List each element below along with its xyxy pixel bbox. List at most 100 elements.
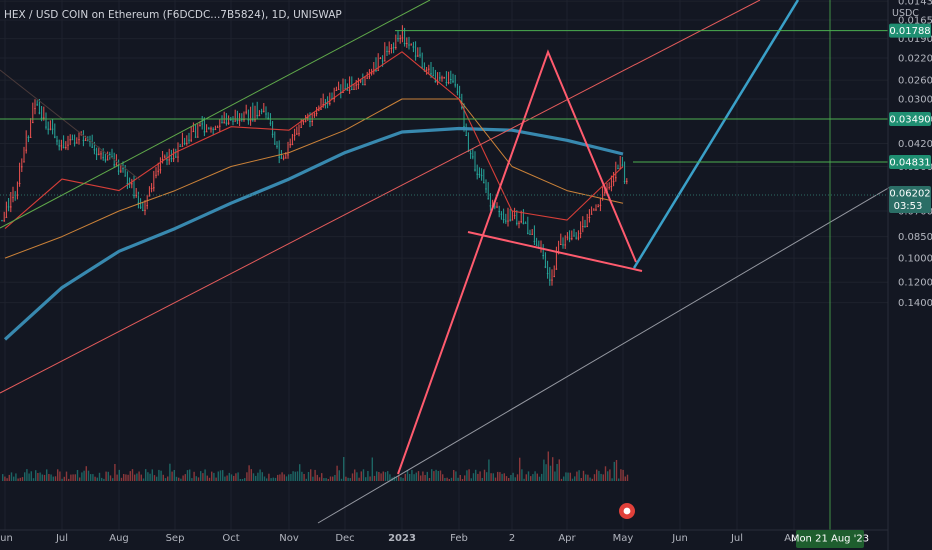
- volume-bar: [571, 478, 574, 481]
- volume-bar: [622, 469, 624, 481]
- candle-body: [560, 244, 562, 245]
- candle-body: [216, 126, 219, 128]
- x-tick-label: Oct: [222, 533, 239, 544]
- volume-bar: [400, 477, 402, 481]
- x-tick-label: Jul: [55, 533, 68, 544]
- candle-body: [93, 149, 96, 151]
- volume-bar: [59, 471, 61, 481]
- volume-bar: [470, 478, 472, 481]
- candle-body: [311, 121, 313, 122]
- candle-body: [529, 233, 531, 235]
- volume-bar: [164, 478, 167, 481]
- volume-bar: [378, 472, 380, 481]
- volume-bar: [325, 478, 327, 481]
- candle-body: [395, 47, 397, 48]
- candle-body: [604, 192, 606, 194]
- volume-bar: [290, 474, 292, 481]
- volume-bar: [173, 470, 175, 481]
- candle-body: [87, 139, 89, 141]
- candle-body: [111, 156, 113, 158]
- volume-bar: [406, 470, 409, 481]
- volume-bar: [358, 477, 360, 481]
- candle-body: [355, 84, 357, 86]
- volume-bar: [296, 471, 299, 481]
- level-tag-0: [889, 155, 931, 169]
- candle-body: [32, 122, 34, 124]
- candle-body: [586, 226, 588, 228]
- candle-body: [626, 180, 628, 182]
- volume-bar: [547, 451, 549, 481]
- volume-bar: [204, 469, 206, 481]
- volume-bar: [211, 471, 213, 481]
- candle-body: [421, 66, 423, 68]
- candle-body: [533, 240, 536, 242]
- candle-body: [223, 122, 225, 124]
- volume-bar: [369, 476, 371, 481]
- x-tick-label: May: [613, 533, 634, 544]
- volume-bar: [202, 473, 204, 481]
- candle-body: [507, 220, 509, 222]
- x-tick-label: 2023: [388, 533, 416, 544]
- volume-bar: [147, 472, 149, 481]
- volume-bar: [587, 474, 589, 481]
- volume-bar: [433, 471, 435, 481]
- candle-body: [137, 202, 140, 204]
- candle-body: [337, 88, 340, 90]
- candle-body: [472, 156, 474, 158]
- candle-body: [307, 117, 309, 119]
- volume-bar: [228, 472, 230, 481]
- volume-bar: [554, 471, 556, 481]
- volume-bar: [182, 475, 184, 481]
- volume-bar: [151, 469, 153, 481]
- candle-body: [443, 77, 445, 79]
- candle-body: [610, 186, 613, 188]
- candle-body: [183, 142, 186, 144]
- volume-bar: [83, 470, 85, 481]
- candle-body: [177, 156, 179, 158]
- candle-body: [265, 113, 267, 115]
- volume-bar: [525, 474, 527, 481]
- candle-body: [199, 125, 201, 127]
- volume-bar: [235, 473, 237, 481]
- candle-body: [102, 157, 104, 159]
- candle-body: [208, 128, 210, 130]
- volume-bar: [145, 469, 147, 481]
- candle-body: [71, 139, 74, 141]
- candle-body: [43, 117, 45, 119]
- candle-body: [502, 219, 505, 221]
- last-price-tag-countdown: 03:53: [894, 201, 923, 212]
- candle-body: [595, 209, 597, 211]
- x-tick-label: Jul: [730, 533, 743, 544]
- volume-bar: [602, 474, 604, 481]
- volume-bar: [450, 477, 453, 481]
- volume-bar: [189, 469, 191, 481]
- trendline-faint: [0, 69, 141, 181]
- x-axis-labels: Jun Jul Aug Sep Oct Nov Dec 2023 Feb 2 Apr May Jun Ju…: [0, 533, 804, 544]
- candle-body: [29, 136, 32, 138]
- volume-bar: [576, 471, 578, 481]
- candle-body: [562, 244, 564, 246]
- volume-bar: [252, 473, 255, 481]
- candle-body: [469, 153, 472, 155]
- candle-body: [122, 168, 124, 170]
- candle-body: [617, 168, 619, 170]
- volume-bar: [279, 474, 281, 481]
- volume-bar: [354, 469, 356, 481]
- candle-body: [243, 119, 245, 121]
- volume-bar: [618, 478, 620, 481]
- volume-bar: [193, 471, 195, 481]
- candle-body: [480, 175, 483, 177]
- volume-bar: [508, 478, 510, 481]
- volume-bar: [336, 465, 338, 481]
- candle-body: [623, 180, 626, 182]
- volume-bar: [620, 469, 622, 481]
- moving-average-long: [3, 126, 624, 341]
- grid: [0, 0, 888, 530]
- candle-body: [346, 89, 349, 91]
- volume-bar: [299, 464, 301, 481]
- candle-body: [126, 182, 129, 184]
- volume-bar: [453, 470, 455, 481]
- candle-body: [54, 136, 56, 138]
